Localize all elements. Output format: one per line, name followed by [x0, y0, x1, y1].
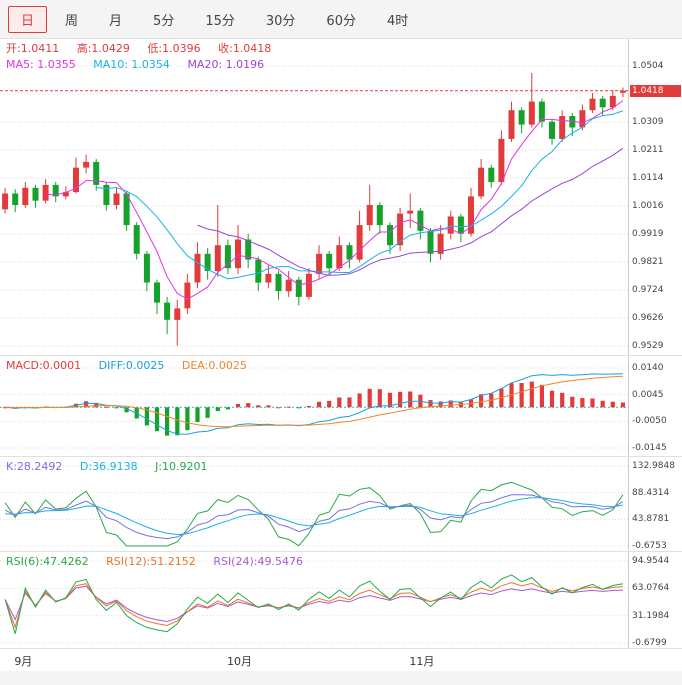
price-axis-label: 1.0504 [632, 61, 664, 71]
x-axis-label-sep: 9月 [14, 655, 33, 668]
kdj-axis-label: 88.4314 [632, 487, 670, 498]
price-axis-label: 1.0211 [632, 145, 664, 155]
kdj-panel: K:28.2492 D:36.9138 J:10.9201 132.9848 8… [0, 457, 682, 552]
price-axis-label: 1.0114 [632, 173, 664, 183]
tab-4hour[interactable]: 4时 [386, 13, 409, 29]
rsi-axis-label: 63.0764 [632, 583, 670, 594]
price-axis-label: 1.0309 [632, 117, 664, 127]
rsi-axis-label: 31.1984 [632, 610, 670, 621]
trading-chart-app: 日 周 月 5分 15分 30分 60分 4时 开:1.0411 高:1.042… [0, 0, 682, 671]
price-axis-label: 0.9919 [632, 229, 664, 239]
kdj-axis-label: 132.9848 [632, 461, 675, 471]
rsi-axis-label: 94.9544 [632, 556, 670, 566]
macd-axis-label: 0.0045 [632, 389, 664, 400]
price-axis-label: 1.0016 [632, 201, 664, 211]
rsi-axis-label: -0.6799 [632, 638, 667, 648]
macd-panel: MACD:0.0001 DIFF:0.0025 DEA:0.0025 0.014… [0, 356, 682, 457]
tab-15min[interactable]: 15分 [205, 13, 235, 29]
main-chart-panel: 开:1.0411 高:1.0429 低:1.0396 收:1.0418 MA5:… [0, 39, 682, 356]
x-axis: 9月 10月 11月 [0, 649, 682, 671]
price-axis-label: 0.9821 [632, 257, 664, 267]
kdj-axis-label: -0.6753 [632, 541, 667, 551]
x-axis-label-oct: 10月 [227, 655, 253, 668]
main-chart-svg[interactable] [0, 39, 628, 355]
rsi-axis: 94.9544 63.0764 31.1984 -0.6799 [628, 552, 682, 648]
rsi-panel: RSI(6):47.4262 RSI(12):51.2152 RSI(24):4… [0, 552, 682, 649]
tab-60min[interactable]: 60分 [326, 13, 356, 29]
macd-axis-label: 0.0140 [632, 363, 664, 373]
macd-chart-svg[interactable] [0, 356, 628, 456]
price-axis-label: 0.9529 [632, 341, 664, 351]
tab-month[interactable]: 月 [109, 13, 123, 29]
tab-30min[interactable]: 30分 [265, 13, 296, 29]
price-axis-label: 0.9724 [632, 285, 664, 295]
timeframe-toolbar: 日 周 月 5分 15分 30分 60分 4时 [0, 0, 682, 38]
x-axis-label-nov: 11月 [409, 655, 435, 668]
kdj-chart-svg[interactable] [0, 457, 628, 551]
tab-week[interactable]: 周 [65, 13, 79, 29]
rsi-chart-svg[interactable] [0, 552, 628, 648]
price-axis-label: 0.9626 [632, 313, 664, 323]
macd-axis-label: -0.0050 [632, 416, 667, 427]
kdj-axis-label: 43.8781 [632, 514, 670, 525]
current-price-tag: 1.0418 [630, 84, 681, 97]
macd-axis-label: -0.0145 [632, 443, 667, 453]
macd-axis: 0.0140 0.0045 -0.0050 -0.0145 [628, 356, 682, 456]
tab-5min[interactable]: 5分 [153, 13, 175, 29]
tab-day[interactable]: 日 [8, 5, 48, 33]
kdj-axis: 132.9848 88.4314 43.8781 -0.6753 [628, 457, 682, 551]
chart-area: 开:1.0411 高:1.0429 低:1.0396 收:1.0418 MA5:… [0, 38, 682, 671]
price-axis: 1.0504 1.0309 1.0211 1.0114 1.0016 0.991… [628, 39, 682, 355]
